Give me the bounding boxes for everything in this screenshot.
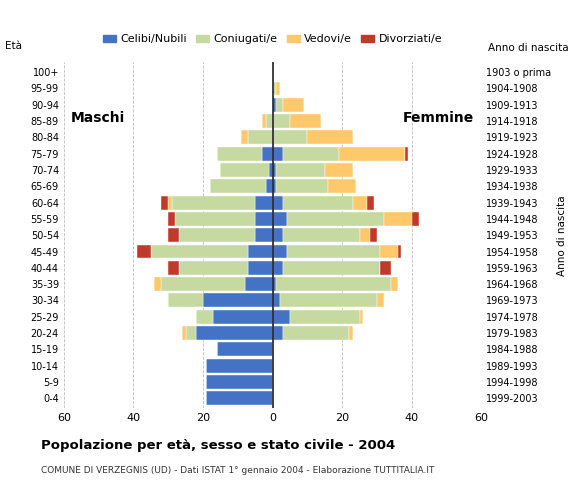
Bar: [248, 131, 273, 144]
Bar: [276, 163, 325, 177]
Text: Maschi: Maschi: [71, 110, 125, 124]
Bar: [203, 293, 273, 307]
Bar: [273, 212, 287, 226]
Bar: [217, 147, 262, 161]
Bar: [325, 163, 353, 177]
Text: Popolazione per età, sesso e stato civile - 2004: Popolazione per età, sesso e stato civil…: [41, 439, 395, 452]
Bar: [161, 196, 168, 210]
Bar: [168, 261, 179, 275]
Bar: [273, 293, 280, 307]
Bar: [220, 163, 269, 177]
Bar: [213, 310, 273, 324]
Bar: [168, 293, 203, 307]
Bar: [290, 114, 321, 128]
Bar: [262, 114, 266, 128]
Bar: [360, 228, 370, 242]
Bar: [248, 245, 273, 258]
Bar: [339, 147, 405, 161]
Bar: [405, 147, 408, 161]
Bar: [307, 131, 353, 144]
Bar: [367, 196, 374, 210]
Bar: [283, 326, 349, 340]
Y-axis label: Anno di nascita: Anno di nascita: [557, 195, 567, 276]
Bar: [266, 180, 273, 193]
Bar: [179, 261, 248, 275]
Bar: [179, 228, 255, 242]
Bar: [168, 212, 175, 226]
Bar: [290, 310, 360, 324]
Bar: [353, 196, 367, 210]
Bar: [262, 147, 273, 161]
Bar: [161, 277, 245, 291]
Bar: [273, 147, 283, 161]
Bar: [151, 245, 248, 258]
Text: COMUNE DI VERZEGNIS (UD) - Dati ISTAT 1° gennaio 2004 - Elaborazione TUTTITALIA.: COMUNE DI VERZEGNIS (UD) - Dati ISTAT 1°…: [41, 466, 434, 475]
Bar: [266, 114, 273, 128]
Bar: [384, 212, 412, 226]
Bar: [273, 163, 276, 177]
Bar: [287, 212, 384, 226]
Bar: [273, 196, 283, 210]
Bar: [287, 245, 380, 258]
Bar: [276, 277, 391, 291]
Bar: [168, 228, 179, 242]
Bar: [168, 196, 172, 210]
Bar: [391, 277, 398, 291]
Bar: [283, 147, 339, 161]
Bar: [276, 98, 283, 112]
Bar: [196, 326, 273, 340]
Bar: [137, 245, 151, 258]
Bar: [273, 82, 276, 96]
Bar: [377, 293, 384, 307]
Bar: [273, 228, 283, 242]
Bar: [210, 180, 266, 193]
Bar: [154, 277, 161, 291]
Bar: [206, 391, 273, 405]
Bar: [255, 228, 273, 242]
Bar: [283, 98, 304, 112]
Bar: [206, 359, 273, 372]
Bar: [370, 228, 377, 242]
Bar: [241, 131, 248, 144]
Bar: [255, 196, 273, 210]
Bar: [273, 245, 287, 258]
Bar: [273, 326, 283, 340]
Text: Anno di nascita: Anno di nascita: [488, 43, 568, 53]
Text: Età: Età: [5, 41, 23, 51]
Bar: [206, 375, 273, 389]
Bar: [283, 228, 360, 242]
Legend: Celibi/Nubili, Coniugati/e, Vedovi/e, Divorziati/e: Celibi/Nubili, Coniugati/e, Vedovi/e, Di…: [98, 30, 447, 49]
Bar: [360, 310, 363, 324]
Bar: [273, 261, 283, 275]
Bar: [276, 180, 328, 193]
Bar: [273, 131, 307, 144]
Bar: [217, 342, 273, 356]
Bar: [380, 245, 398, 258]
Bar: [398, 245, 401, 258]
Bar: [255, 212, 273, 226]
Bar: [349, 326, 353, 340]
Bar: [273, 98, 276, 112]
Text: Femmine: Femmine: [403, 110, 474, 124]
Bar: [273, 310, 290, 324]
Bar: [276, 82, 280, 96]
Bar: [245, 277, 273, 291]
Bar: [273, 277, 276, 291]
Bar: [172, 196, 255, 210]
Bar: [380, 261, 391, 275]
Bar: [328, 180, 356, 193]
Bar: [196, 310, 213, 324]
Bar: [175, 212, 255, 226]
Bar: [182, 326, 186, 340]
Bar: [186, 326, 196, 340]
Bar: [412, 212, 419, 226]
Bar: [280, 293, 377, 307]
Bar: [283, 196, 353, 210]
Bar: [269, 163, 273, 177]
Bar: [283, 261, 380, 275]
Bar: [273, 180, 276, 193]
Bar: [273, 114, 290, 128]
Bar: [248, 261, 273, 275]
